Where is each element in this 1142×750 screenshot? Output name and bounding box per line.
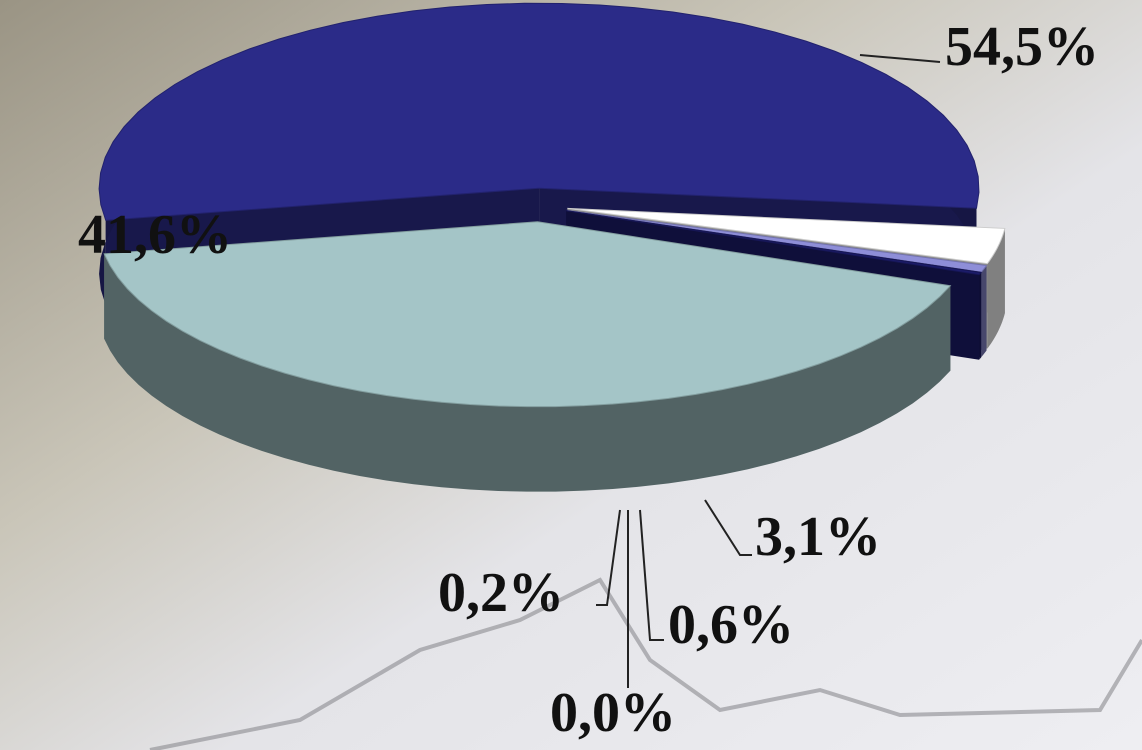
data-label: 0,0% <box>550 682 676 744</box>
slice-top <box>103 221 952 408</box>
data-label: 0,6% <box>668 594 794 656</box>
slice-side <box>987 228 1005 349</box>
slice-side <box>979 272 982 360</box>
leader-line <box>859 54 941 63</box>
leader-line <box>704 499 752 556</box>
slice-top <box>566 209 988 273</box>
data-label: 54,5% <box>945 16 1099 78</box>
data-label: 0,2% <box>438 562 564 624</box>
background-line <box>149 577 1142 750</box>
slice-top <box>567 207 1006 265</box>
slice-side <box>104 253 951 492</box>
data-label: 41,6% <box>78 204 232 266</box>
leader-line <box>639 509 664 641</box>
slice-side <box>981 265 987 358</box>
data-label: 3,1% <box>755 506 881 568</box>
pie <box>98 2 1006 492</box>
leader-line <box>596 509 621 606</box>
slice-top <box>566 210 982 276</box>
slice-top <box>98 2 980 221</box>
slice <box>103 221 952 492</box>
labels: 54,5% 3,1% 0,6% 0,0% 0,2% 41,6% <box>78 16 1099 744</box>
